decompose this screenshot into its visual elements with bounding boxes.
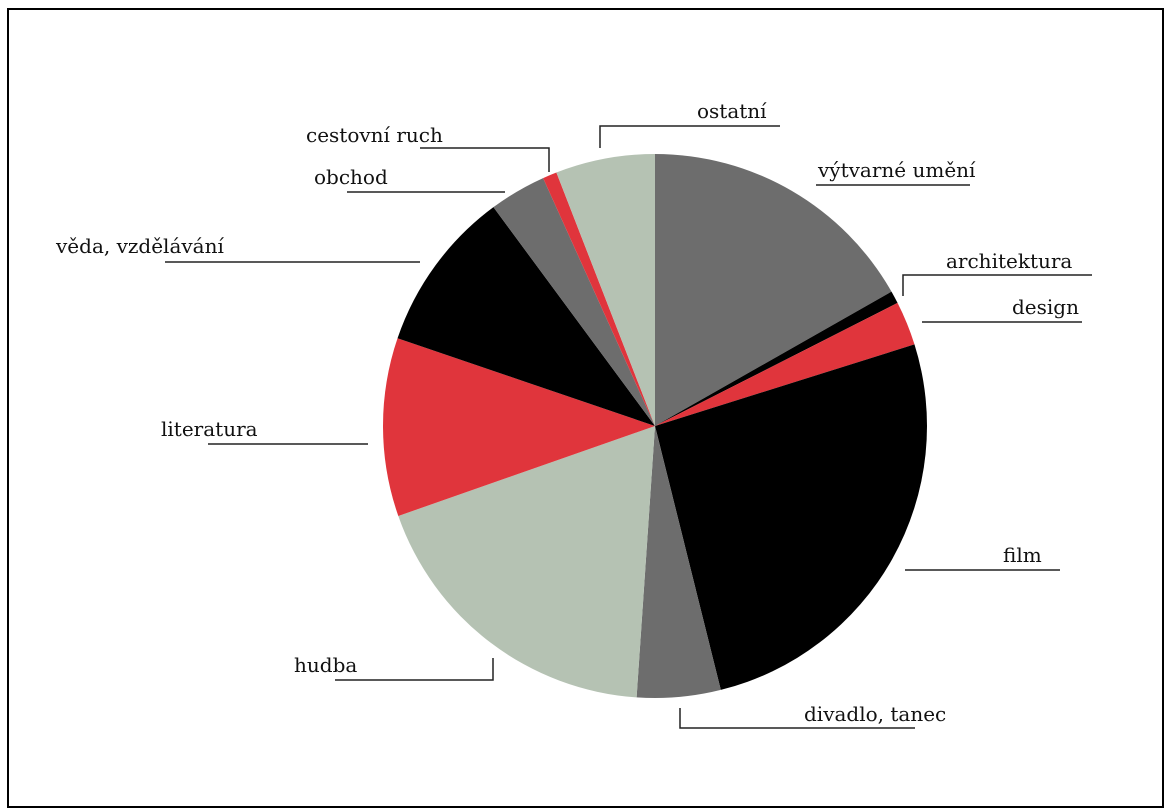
- pie-slice-design: [655, 302, 915, 426]
- pie-slice-obchod: [493, 178, 655, 426]
- leader-divadlo-tanec: [679, 708, 915, 729]
- pie-slice-hudba: [398, 426, 655, 698]
- label-vytvarne-umeni: výtvarné umění: [817, 158, 976, 182]
- pie-slice-film: [655, 344, 928, 690]
- leader-ostatni: [599, 125, 780, 148]
- pie-slice-literatura: [383, 338, 655, 516]
- label-film: film: [1003, 543, 1042, 567]
- pie-slices: [383, 153, 928, 699]
- pie-slice-divadlo-tanec: [636, 426, 721, 699]
- pie-slice-architektura: [655, 291, 898, 426]
- leader-hudba: [335, 658, 494, 681]
- label-hudba: hudba: [294, 653, 357, 677]
- slice-labels: výtvarné umění architektura design film …: [55, 99, 1079, 726]
- label-cestovni-ruch: cestovní ruch: [306, 123, 443, 147]
- label-leaders: [165, 125, 1092, 729]
- pie-slice-cestovn-ruch: [543, 172, 655, 426]
- label-ostatni: ostatní: [697, 99, 767, 123]
- label-divadlo-tanec: divadlo, tanec: [804, 702, 946, 726]
- leader-architektura: [902, 274, 1092, 296]
- leader-cestovni-ruch: [420, 147, 550, 172]
- label-obchod: obchod: [314, 165, 388, 189]
- label-literatura: literatura: [161, 417, 258, 441]
- label-architektura: architektura: [946, 249, 1072, 273]
- label-veda-vzdelavani: věda, vzdělávání: [55, 234, 224, 258]
- pie-slice-v-tvarn-um-n-: [655, 154, 892, 426]
- pie-slice-ostatn-: [556, 153, 655, 426]
- pie-slice-v-da-vzd-l-v-n-: [397, 207, 655, 426]
- label-design: design: [1012, 295, 1079, 319]
